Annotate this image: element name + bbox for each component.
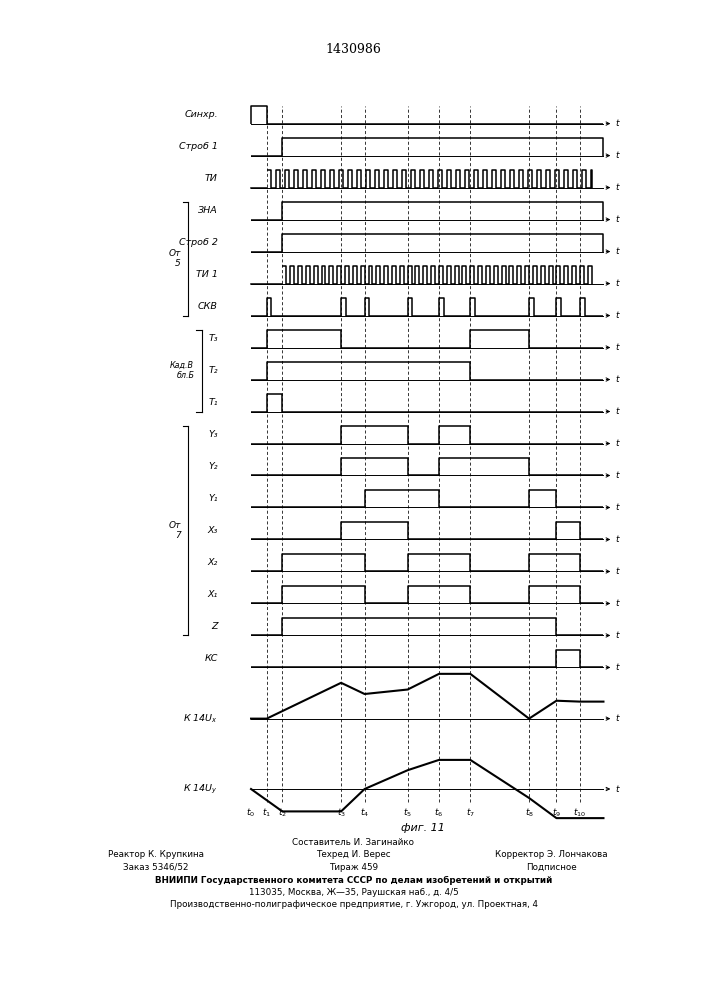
Text: X₁: X₁ [208, 590, 218, 599]
Text: Заказ 5346/52: Заказ 5346/52 [123, 863, 188, 872]
Text: t: t [615, 439, 619, 448]
Text: ТИ: ТИ [205, 174, 218, 183]
Text: КС: КС [204, 654, 218, 663]
Text: t: t [615, 567, 619, 576]
Text: Корректор Э. Лончакова: Корректор Э. Лончакова [495, 850, 608, 859]
Text: 1430986: 1430986 [325, 43, 382, 56]
Text: Y₂: Y₂ [209, 462, 218, 471]
Text: Тираж 459: Тираж 459 [329, 863, 378, 872]
Text: t: t [615, 407, 619, 416]
Text: 113035, Москва, Ж—35, Раушская наб., д. 4/5: 113035, Москва, Ж—35, Раушская наб., д. … [249, 888, 458, 897]
Text: $t_{0}$: $t_{0}$ [247, 807, 256, 819]
Text: t: t [615, 663, 619, 672]
Text: t: t [615, 599, 619, 608]
Text: От
5: От 5 [168, 249, 180, 268]
Text: $t_{4}$: $t_{4}$ [360, 807, 369, 819]
Text: t: t [615, 151, 619, 160]
Text: К 14$U_x$: К 14$U_x$ [183, 712, 218, 725]
Text: t: t [615, 215, 619, 224]
Text: ВНИИПИ Государственного комитета СССР по делам изобретений и открытий: ВНИИПИ Государственного комитета СССР по… [155, 876, 552, 885]
Text: $t_{6}$: $t_{6}$ [434, 807, 443, 819]
Text: T₁: T₁ [209, 398, 218, 407]
Text: $t_{1}$: $t_{1}$ [262, 807, 271, 819]
Text: $t_{8}$: $t_{8}$ [525, 807, 534, 819]
Text: фиг. 11: фиг. 11 [402, 823, 445, 833]
Text: ТИ 1: ТИ 1 [196, 270, 218, 279]
Text: T₃: T₃ [209, 334, 218, 343]
Text: $t_{7}$: $t_{7}$ [466, 807, 475, 819]
Text: T₂: T₂ [209, 366, 218, 375]
Text: Строб 2: Строб 2 [179, 238, 218, 247]
Text: Y₃: Y₃ [209, 430, 218, 439]
Text: t: t [615, 375, 619, 384]
Text: t: t [615, 631, 619, 640]
Text: Техред И. Верес: Техред И. Верес [316, 850, 391, 859]
Text: t: t [615, 247, 619, 256]
Text: t: t [615, 343, 619, 352]
Text: К 14$U_y$: К 14$U_y$ [183, 782, 218, 796]
Text: X₂: X₂ [208, 558, 218, 567]
Text: Кад.В
бл.Б: Кад.В бл.Б [170, 361, 194, 380]
Text: t: t [615, 279, 619, 288]
Text: Реактор К. Крупкина: Реактор К. Крупкина [107, 850, 204, 859]
Text: Z: Z [211, 622, 218, 631]
Text: t: t [615, 714, 619, 723]
Text: t: t [615, 503, 619, 512]
Text: Подписное: Подписное [526, 863, 577, 872]
Text: От
7: От 7 [168, 521, 180, 540]
Text: $t_{2}$: $t_{2}$ [278, 807, 287, 819]
Text: t: t [615, 311, 619, 320]
Text: $t_{10}$: $t_{10}$ [573, 807, 587, 819]
Text: Синхр.: Синхр. [184, 110, 218, 119]
Text: $t_{3}$: $t_{3}$ [337, 807, 346, 819]
Text: X₃: X₃ [208, 526, 218, 535]
Text: Составитель И. Загинайко: Составитель И. Загинайко [293, 838, 414, 847]
Text: t: t [615, 471, 619, 480]
Text: t: t [615, 785, 619, 794]
Text: $t_{9}$: $t_{9}$ [552, 807, 561, 819]
Text: Строб 1: Строб 1 [179, 142, 218, 151]
Text: ЗНА: ЗНА [198, 206, 218, 215]
Text: t: t [615, 119, 619, 128]
Text: Производственно-полиграфическое предприятие, г. Ужгород, ул. Проектная, 4: Производственно-полиграфическое предприя… [170, 900, 537, 909]
Text: t: t [615, 535, 619, 544]
Text: СКВ: СКВ [198, 302, 218, 311]
Text: $t_{5}$: $t_{5}$ [403, 807, 412, 819]
Text: Y₁: Y₁ [209, 494, 218, 503]
Text: t: t [615, 183, 619, 192]
